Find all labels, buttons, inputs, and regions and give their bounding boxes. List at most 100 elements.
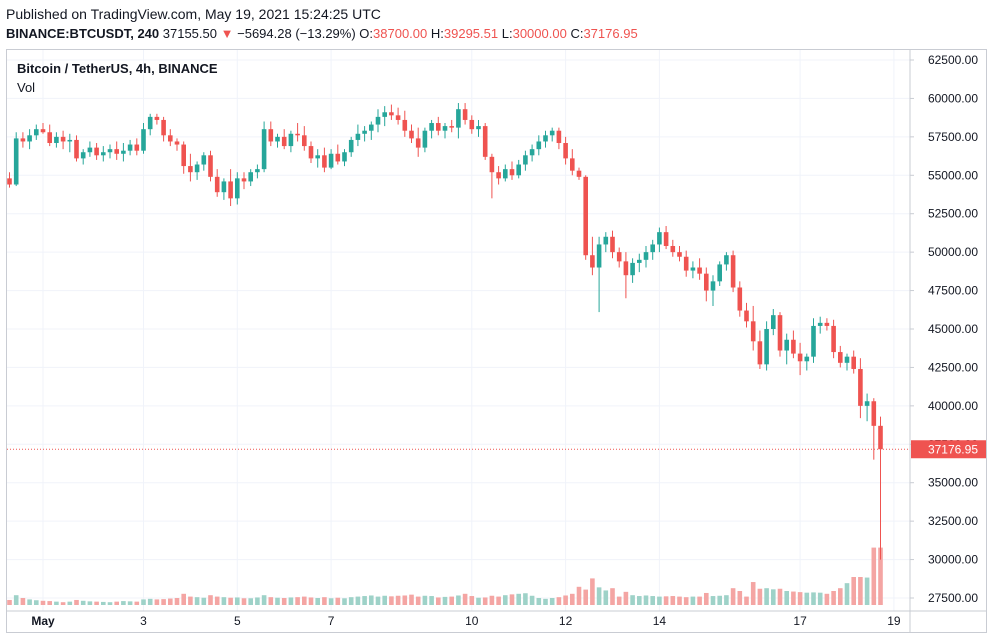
volume-bar-up [844, 583, 850, 605]
volume-bar-down [436, 597, 441, 605]
chart-title: Bitcoin / TetherUS, 4h, BINANCE [17, 61, 218, 76]
volume-bar-up [362, 596, 367, 605]
volume-bar-down [482, 597, 488, 605]
time-axis[interactable]: May 3 5 7 10 12 14 17 19 [31, 614, 901, 628]
candle-up [724, 255, 729, 265]
volume-bar-down [858, 577, 863, 605]
price-axis[interactable]: 62500.00 60000.00 57500.00 55000.00 52500.00… [910, 53, 978, 605]
candle-down [208, 155, 213, 177]
candle-down [757, 341, 763, 365]
candle-down [214, 176, 220, 193]
volume-bar-up [121, 601, 126, 605]
volume-bar-down [570, 593, 575, 605]
candle-up [764, 329, 769, 365]
volume-bar-up [328, 598, 334, 605]
volume-bar-down [7, 599, 12, 605]
volume-bar-up [13, 595, 19, 605]
candle-up [80, 152, 86, 159]
candle-down [114, 149, 119, 154]
price-tick-label: 40000.00 [928, 399, 978, 413]
volume-bar-down [161, 599, 166, 605]
grid-lines [7, 50, 986, 633]
candle-down [462, 109, 468, 120]
candle-up [101, 152, 106, 156]
volume-bar-down [556, 597, 562, 605]
symbol-label: BINANCE:BTCUSDT, 240 [6, 26, 160, 41]
volume-bar-down [791, 591, 796, 605]
volume-bar-up [516, 593, 521, 605]
candle-up [328, 153, 334, 168]
volume-bar-down [134, 601, 140, 605]
volume-bar-down [831, 591, 836, 605]
volume-bar-up [811, 592, 816, 605]
candle-up [549, 130, 555, 136]
volume-bar-down [214, 596, 220, 605]
low-value: 30000.00 [512, 26, 567, 41]
price-tick-label: 50000.00 [928, 245, 978, 259]
candle-down [20, 138, 26, 142]
candle-down [74, 139, 79, 159]
candle-up [864, 401, 870, 406]
candle-up [596, 244, 602, 268]
candle-down [838, 352, 843, 363]
volume-bar-up [375, 596, 381, 605]
volume-bar-down [757, 588, 763, 605]
volume-bar-down [663, 596, 669, 605]
volume-bar-up [456, 595, 461, 605]
volume-bar-up [603, 590, 609, 605]
candle-down [60, 136, 66, 142]
candle-down [831, 325, 836, 353]
price-tick-label: 57500.00 [928, 130, 978, 144]
volume-bar-up [221, 597, 227, 605]
volume-bar-down [302, 596, 307, 605]
volume-bar-down [744, 596, 749, 605]
candle-up [603, 236, 609, 245]
time-tick-label: 3 [140, 614, 147, 628]
volume-bar-up [87, 601, 93, 605]
candle-down [677, 252, 682, 257]
volume-bar-up [804, 592, 810, 605]
candle-up [362, 130, 367, 134]
volume-legend: Vol [17, 80, 36, 95]
candle-down [302, 135, 307, 147]
candle-down [449, 126, 454, 128]
volume-bar-down [74, 599, 79, 605]
candle-up [375, 116, 381, 125]
time-tick-label: 14 [653, 614, 667, 628]
candle-up [342, 152, 347, 162]
price-tick-label: 32500.00 [928, 514, 978, 528]
candle-up [811, 325, 816, 357]
volume-bar-up [724, 595, 729, 605]
candle-up [637, 259, 642, 263]
time-tick-label: 12 [559, 614, 573, 628]
volume-bar-down [40, 600, 46, 605]
volume-bar-up [369, 595, 374, 605]
candle-down [395, 115, 401, 120]
volume-bar-down [797, 592, 803, 605]
candle-down [335, 153, 341, 162]
volume-bar-down [489, 595, 495, 605]
candle-up [523, 155, 528, 165]
volume-bar-up [650, 596, 655, 605]
candle-down [7, 178, 12, 185]
volume-bar-down [181, 593, 186, 605]
volume-bar-up [503, 595, 508, 605]
candle-up [248, 172, 253, 182]
last-price-tag-label: 37176.95 [928, 442, 978, 456]
price-tick-label: 35000.00 [928, 476, 978, 490]
candle-up [503, 169, 508, 179]
time-tick-label: 19 [887, 614, 901, 628]
volume-bar-up [864, 577, 870, 605]
candle-up [27, 135, 32, 142]
candle-up [275, 136, 280, 142]
candle-down [556, 130, 562, 144]
candle-up [817, 322, 823, 326]
volume-bar-down [114, 601, 119, 605]
candle-up [67, 139, 73, 142]
volume-bar-down [188, 596, 193, 605]
volume-bar-up [596, 587, 602, 605]
candle-up [201, 155, 207, 165]
volume-bar-up [543, 598, 548, 605]
candle-up [543, 135, 548, 142]
